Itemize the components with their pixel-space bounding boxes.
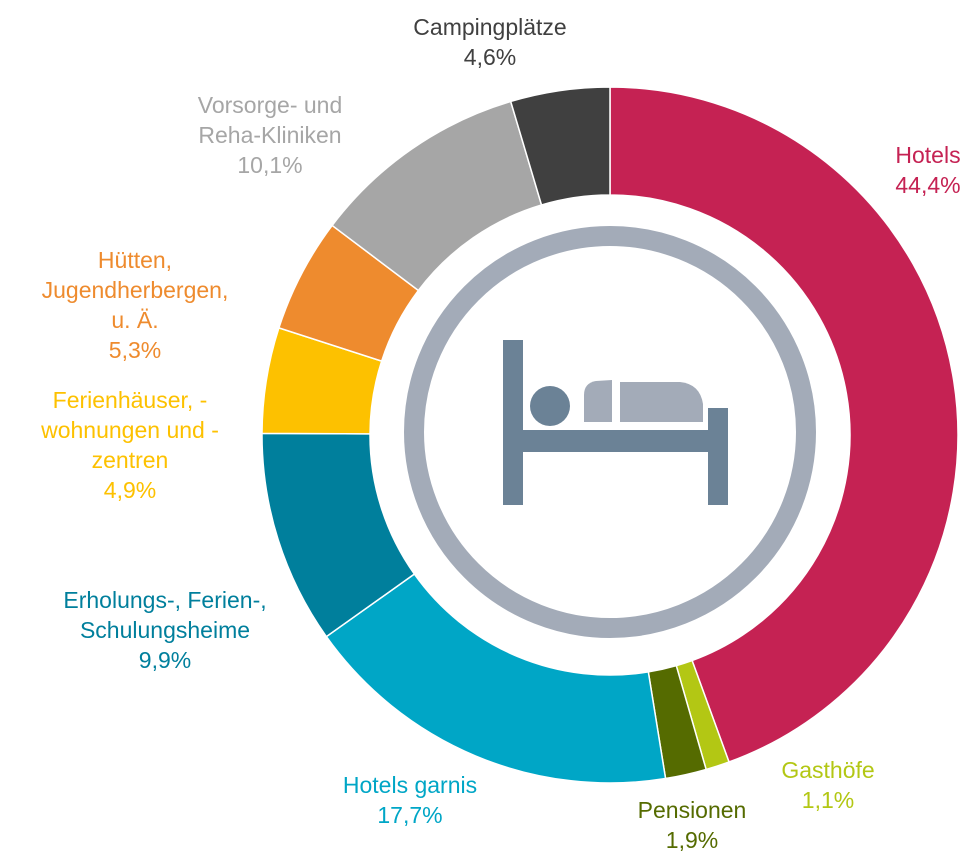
category-name: Hotels garnis [342, 772, 478, 798]
value-label: 4,9% [103, 477, 157, 503]
slice-label: Hotels garnis 17,7% [343, 770, 477, 830]
category-name: Erholungs-, Ferien-, Schulungsheime [63, 587, 267, 643]
slice [325, 573, 667, 784]
value-label: 44,4% [895, 172, 961, 198]
category-name: Vorsorge- und Reha-Kliniken [197, 92, 343, 148]
slice-label: Hotels 44,4% [895, 140, 960, 200]
value-label: 5,3% [108, 337, 162, 363]
slice [609, 86, 959, 763]
category-name: Hotels [895, 142, 961, 168]
category-name: Pensionen [637, 797, 747, 823]
slice-label: Vorsorge- und Reha-Kliniken 10,1% [198, 90, 342, 180]
slice-label: Gasthöfe 1,1% [781, 755, 874, 815]
category-name: Campingplätze [413, 14, 567, 40]
category-name: Hütten, Jugendherbergen, u. Ä. [41, 247, 229, 333]
value-label: 17,7% [377, 802, 443, 828]
category-name: Gasthöfe [781, 757, 875, 783]
bed-icon [503, 340, 728, 505]
slice-label: Campingplätze 4,6% [413, 12, 566, 72]
icon-ring [404, 226, 816, 638]
slice-label: Erholungs-, Ferien-, Schulungsheime 9,9% [63, 585, 266, 675]
slice-label: Hütten, Jugendherbergen, u. Ä. 5,3% [42, 245, 229, 365]
value-label: 4,6% [463, 44, 517, 70]
slice-label: Ferienhäuser, - wohnungen und - zentren 4… [41, 385, 219, 505]
category-name: Ferienhäuser, - wohnungen und - zentren [41, 387, 219, 473]
value-label: 1,9% [665, 827, 719, 853]
value-label: 1,1% [801, 787, 855, 813]
value-label: 9,9% [138, 647, 192, 673]
slice-label: Pensionen 1,9% [638, 795, 747, 855]
slice [509, 86, 611, 206]
value-label: 10,1% [237, 152, 303, 178]
